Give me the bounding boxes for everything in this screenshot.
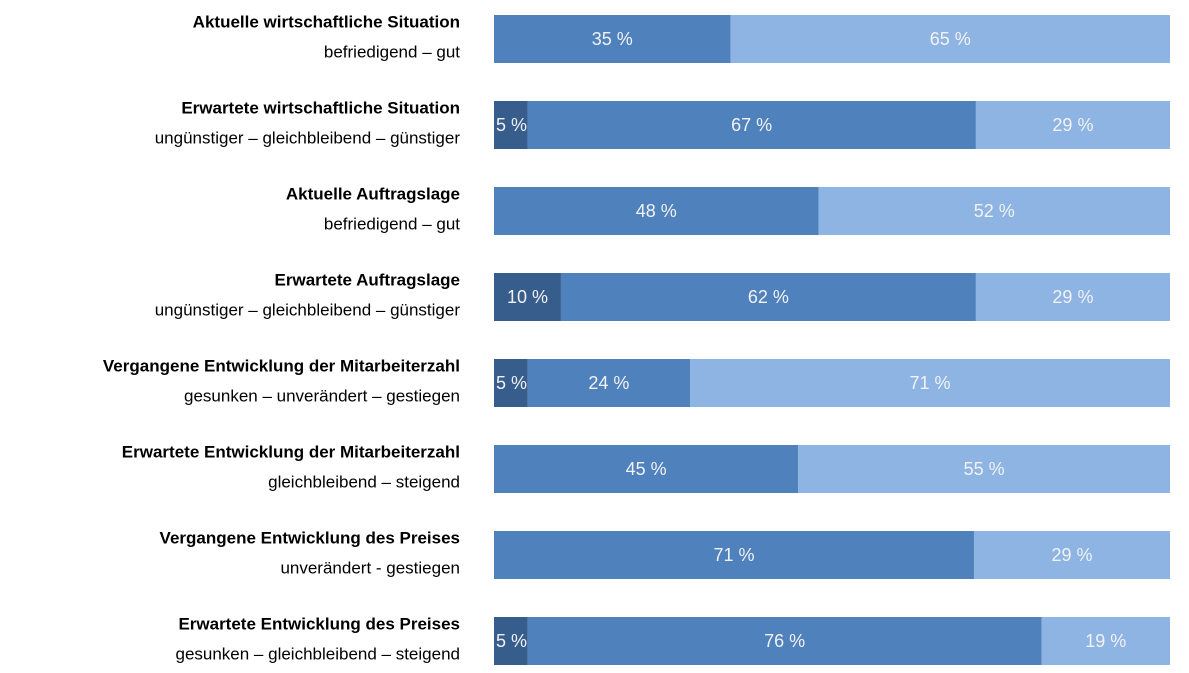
- value-label: 55 %: [964, 459, 1005, 479]
- value-label: 62 %: [748, 287, 789, 307]
- row-label: Erwartete wirtschaftliche Situation: [181, 98, 460, 117]
- row-label: Vergangene Entwicklung des Preises: [160, 528, 460, 547]
- value-label: 45 %: [626, 459, 667, 479]
- bar-segment: [690, 359, 1170, 407]
- bar-segment: [818, 187, 1170, 235]
- bar-segment: [494, 531, 974, 579]
- value-label: 5 %: [496, 115, 527, 135]
- row-label: Erwartete Auftragslage: [275, 270, 460, 289]
- bar-segment: [973, 531, 1170, 579]
- bar-segment: [494, 187, 819, 235]
- row-sublabel: unverändert - gestiegen: [280, 558, 460, 577]
- value-label: 71 %: [910, 373, 951, 393]
- bar-segment: [494, 445, 799, 493]
- bar-segment: [494, 15, 731, 63]
- row-sublabel: befriedigend – gut: [324, 214, 460, 233]
- row-label: Erwartete Entwicklung der Mitarbeiterzah…: [122, 442, 460, 461]
- row-sublabel: gesunken – gleichbleibend – steigend: [175, 644, 460, 663]
- row-sublabel: gleichbleibend – steigend: [268, 472, 460, 491]
- value-label: 67 %: [731, 115, 772, 135]
- bar-segment: [527, 617, 1042, 665]
- value-label: 29 %: [1051, 545, 1092, 565]
- bar-segment: [494, 359, 528, 407]
- value-label: 52 %: [974, 201, 1015, 221]
- value-label: 19 %: [1085, 631, 1126, 651]
- bar-segment: [527, 359, 691, 407]
- row-sublabel: gesunken – unverändert – gestiegen: [184, 386, 460, 405]
- value-label: 10 %: [507, 287, 548, 307]
- bar-segment: [560, 273, 976, 321]
- bar-segment: [527, 101, 976, 149]
- row-label: Aktuelle wirtschaftliche Situation: [193, 12, 460, 31]
- row-sublabel: ungünstiger – gleichbleibend – günstiger: [155, 300, 461, 319]
- bar-segment: [1041, 617, 1170, 665]
- bar-segment: [730, 15, 1170, 63]
- bar-segment: [798, 445, 1170, 493]
- row-label: Aktuelle Auftragslage: [286, 184, 460, 203]
- row-label: Vergangene Entwicklung der Mitarbeiterza…: [103, 356, 460, 375]
- bar-segment: [494, 101, 528, 149]
- value-label: 48 %: [636, 201, 677, 221]
- value-label: 24 %: [588, 373, 629, 393]
- value-label: 29 %: [1052, 287, 1093, 307]
- bar-segment: [494, 617, 528, 665]
- value-label: 5 %: [496, 373, 527, 393]
- bar-segment: [975, 273, 1170, 321]
- value-label: 5 %: [496, 631, 527, 651]
- value-label: 29 %: [1052, 115, 1093, 135]
- bar-segment: [975, 101, 1170, 149]
- value-label: 65 %: [930, 29, 971, 49]
- value-label: 71 %: [713, 545, 754, 565]
- value-label: 35 %: [592, 29, 633, 49]
- row-label: Erwartete Entwicklung des Preises: [178, 614, 460, 633]
- value-label: 76 %: [764, 631, 805, 651]
- row-sublabel: befriedigend – gut: [324, 42, 460, 61]
- row-sublabel: ungünstiger – gleichbleibend – günstiger: [155, 128, 461, 147]
- bar-segment: [494, 273, 561, 321]
